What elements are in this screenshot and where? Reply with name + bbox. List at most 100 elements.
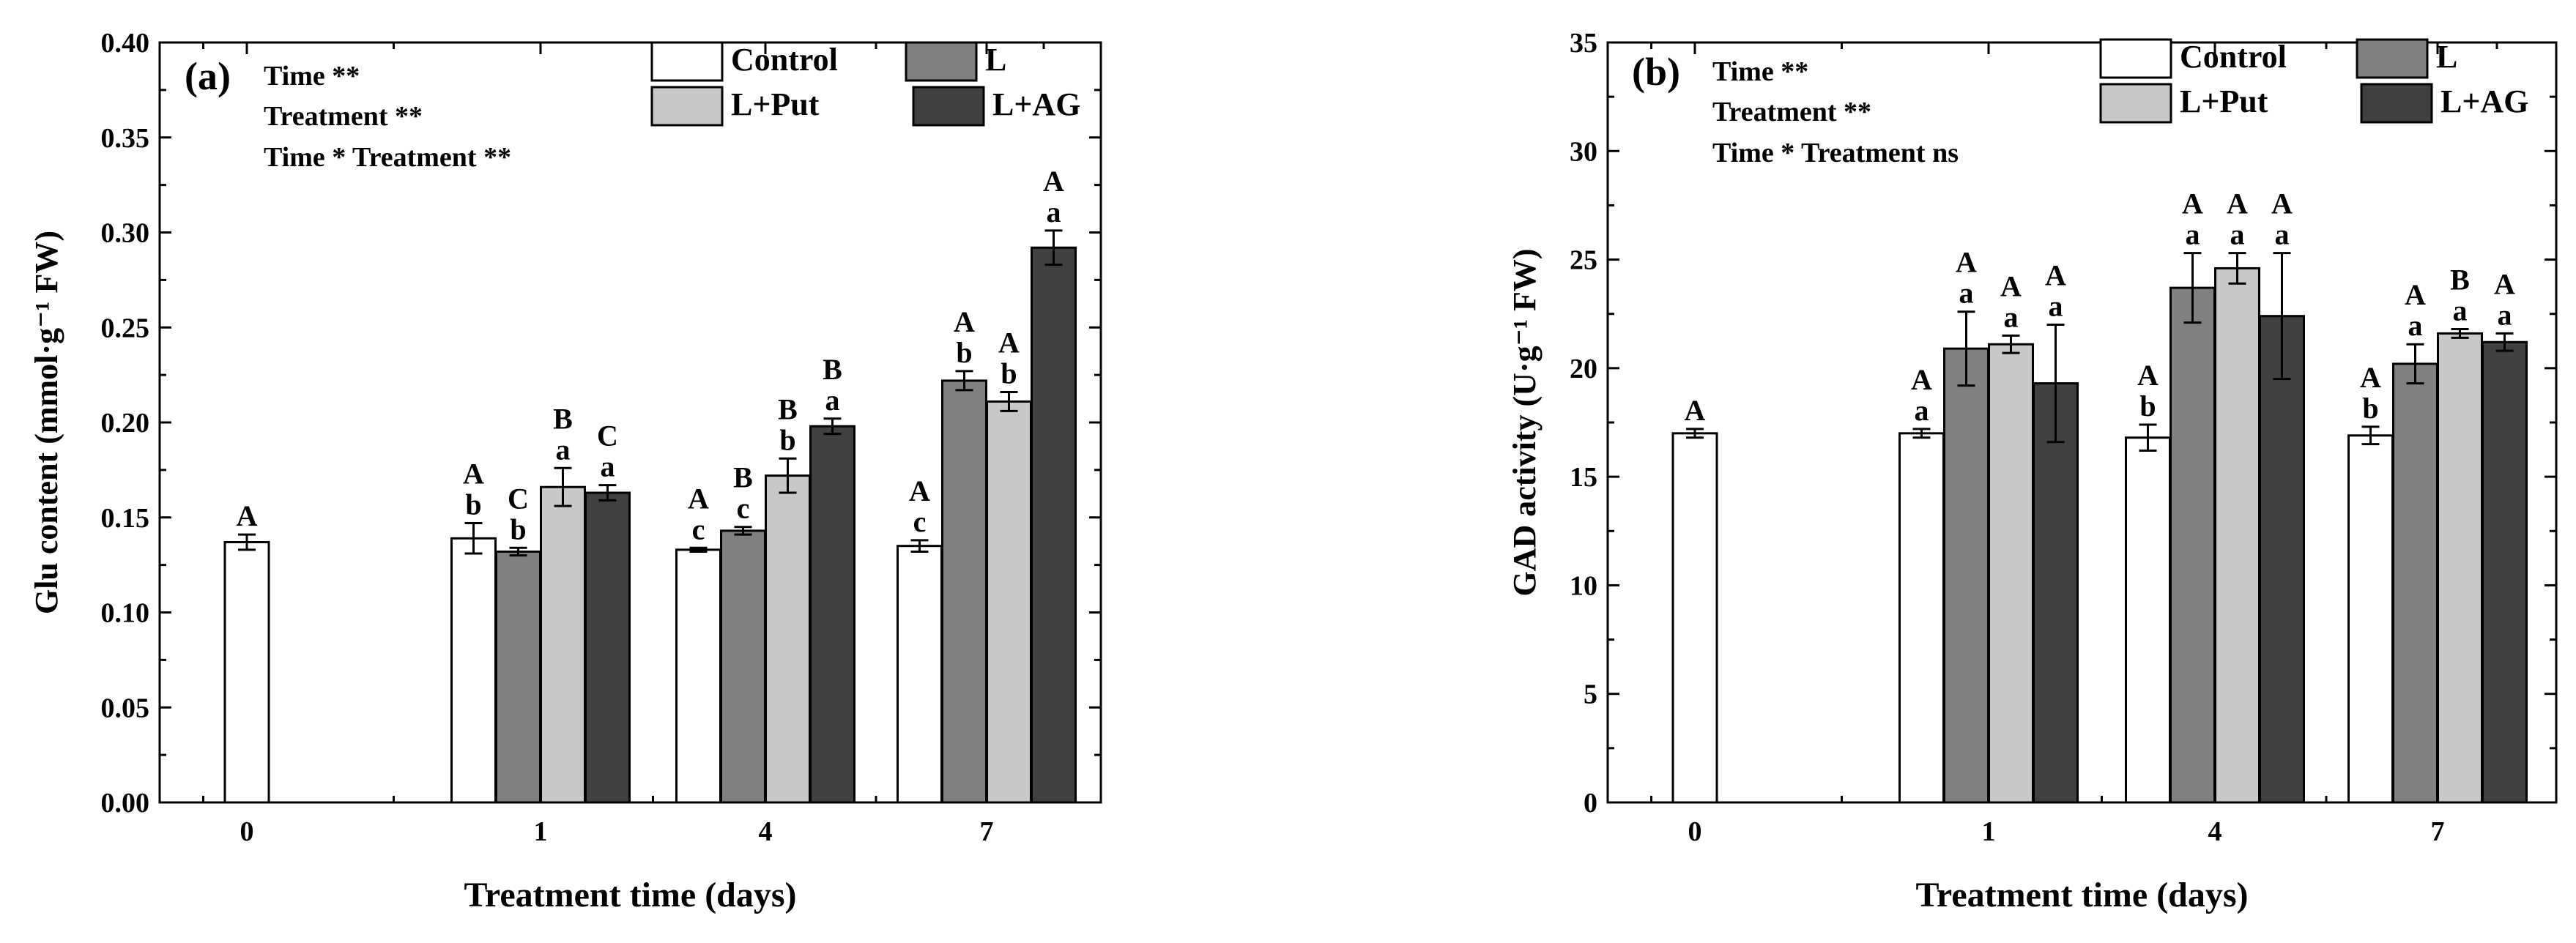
- y-tick-label: 0.40: [101, 28, 150, 59]
- significance-letter-upper: B: [823, 353, 842, 386]
- bar-l-ag-day-4: [809, 425, 855, 804]
- y-tick-label: 0.15: [101, 503, 150, 534]
- significance-letter-lower: a: [2186, 218, 2200, 251]
- bar-l-day-7: [2392, 362, 2438, 804]
- x-tick-label: 0: [1688, 816, 1702, 847]
- stat-annotation: Time **: [264, 61, 360, 92]
- stat-annotation: Time * Treatment **: [264, 142, 511, 173]
- significance-letter-upper: B: [733, 461, 753, 494]
- significance-letter-lower: a: [1959, 277, 1974, 310]
- significance-letter-lower: a: [825, 384, 840, 417]
- y-tick-label: 35: [1570, 28, 1597, 59]
- significance-letter-upper: B: [2450, 263, 2470, 296]
- legend-swatch-control: [650, 41, 724, 82]
- x-axis-title: Treatment time (days): [1915, 876, 2248, 914]
- significance-letter-upper: A: [688, 482, 709, 515]
- significance-letter-lower: a: [2004, 300, 2019, 333]
- y-tick-label: 30: [1570, 136, 1597, 167]
- significance-letter-upper: A: [237, 499, 258, 532]
- significance-letter-upper: A: [2045, 259, 2066, 292]
- significance-letter-lower: b: [2139, 390, 2156, 422]
- bar-l-day-1: [495, 550, 541, 804]
- stat-annotation: Time **: [1712, 56, 1808, 87]
- significance-letter-upper: C: [508, 482, 529, 515]
- y-tick-label: 0.25: [101, 313, 150, 343]
- y-axis-title: GAD activity (U·g⁻¹ FW): [1507, 248, 1543, 596]
- bar-l-ag-day-1: [2033, 382, 2079, 804]
- significance-letter-upper: A: [2405, 278, 2426, 311]
- significance-letter-upper: A: [998, 326, 1020, 359]
- significance-letter-lower: b: [2362, 392, 2378, 425]
- significance-letter-upper: B: [553, 402, 573, 435]
- x-tick-label: 7: [980, 816, 994, 847]
- legend-swatch-l-ag: [2360, 83, 2433, 124]
- legend-label: L+Put: [2180, 83, 2268, 119]
- bar-l-day-1: [1943, 347, 1989, 804]
- bar-control-day-4: [2125, 436, 2171, 804]
- significance-letter-upper: C: [597, 420, 618, 452]
- legend-swatch-l-put: [2099, 83, 2172, 124]
- y-tick-label: 0.20: [101, 408, 150, 439]
- glu-content-chart: 0.00 0.05 0.10 0.15 0.20 0.25 0.30 0.35 0.40 0 1 4 7…: [29, 28, 1102, 914]
- significance-letter-lower: a: [2498, 298, 2512, 331]
- significance-letter-upper: A: [2000, 269, 2022, 302]
- significance-letter-lower: c: [737, 492, 750, 525]
- significance-letter-upper: A: [2182, 187, 2203, 220]
- significance-letter-upper: A: [1043, 165, 1064, 198]
- significance-letter-upper: A: [1911, 363, 1932, 396]
- bar-control-day-4: [675, 548, 721, 804]
- legend-label: L: [2436, 39, 2457, 75]
- y-tick-label: 0.00: [101, 788, 150, 819]
- bar-l-put-day-7: [986, 400, 1032, 804]
- x-tick-label: 1: [534, 816, 548, 847]
- legend-label: L+AG: [2440, 83, 2528, 119]
- significance-letter-lower: c: [913, 505, 927, 538]
- gad-activity-chart-svg: 0 5 10 15 20 25 30 35 0 1 4 7 Treatment time (days) G…: [1507, 28, 2558, 914]
- y-tick-label: 20: [1570, 354, 1597, 384]
- y-tick-label: 15: [1570, 462, 1597, 493]
- significance-letter-lower: a: [556, 433, 571, 466]
- y-tick-label: 25: [1570, 245, 1597, 276]
- legend-swatch-control: [2099, 38, 2172, 79]
- stat-annotation: Treatment **: [264, 101, 423, 132]
- y-tick-label: 0.10: [101, 598, 150, 629]
- y-tick-label: 0: [1584, 788, 1597, 819]
- bar-l-put-day-7: [2437, 332, 2483, 804]
- significance-letter-lower: b: [465, 488, 481, 521]
- gad-activity-chart: 0 5 10 15 20 25 30 35 0 1 4 7 Treatment time (days) G…: [1288, 0, 2576, 943]
- significance-letter-lower: a: [2408, 309, 2423, 342]
- significance-letter-lower: a: [601, 450, 615, 483]
- bar-l-ag-day-7: [1031, 246, 1077, 804]
- y-tick-label: 0.30: [101, 218, 150, 249]
- significance-letter-lower: b: [1001, 357, 1017, 390]
- significance-letter-upper: A: [1956, 246, 1977, 279]
- bar-l-day-7: [941, 379, 987, 804]
- significance-letter-upper: A: [2360, 361, 2381, 394]
- bar-l-put-day-4: [2214, 266, 2260, 804]
- significance-letter-lower: a: [2275, 218, 2290, 251]
- glu-content-chart-svg: 0.00 0.05 0.10 0.15 0.20 0.25 0.30 0.35 0.40 0 1 4 7…: [29, 28, 1102, 914]
- bar-l-day-4: [720, 529, 766, 804]
- legend-swatch-l: [905, 41, 978, 82]
- panel-label: (a): [185, 54, 231, 98]
- significance-letter-lower: b: [956, 336, 972, 369]
- y-tick-label: 0.35: [101, 123, 150, 154]
- significance-letter-upper: A: [2227, 187, 2248, 220]
- significance-letter-upper: A: [2271, 187, 2293, 220]
- significance-letter-lower: a: [1915, 394, 1929, 427]
- legend-label: Control: [731, 42, 838, 78]
- legend-label: L+AG: [992, 86, 1080, 122]
- significance-letter-lower: a: [2230, 218, 2245, 251]
- x-tick-label: 1: [1982, 816, 1996, 847]
- significance-letter-lower: a: [1047, 195, 1061, 228]
- significance-letter-upper: A: [463, 458, 484, 491]
- x-axis-title: Treatment time (days): [464, 876, 796, 914]
- bar-l-ag-day-1: [584, 491, 631, 804]
- significance-letter-lower: c: [692, 512, 705, 545]
- significance-letter-lower: a: [2049, 290, 2063, 323]
- bar-control-day-7: [2347, 434, 2394, 804]
- bar-control-day-0: [223, 540, 270, 804]
- legend-swatch-l-ag: [912, 86, 985, 127]
- bar-l-put-day-1: [540, 485, 586, 804]
- bar-control-day-7: [897, 545, 943, 804]
